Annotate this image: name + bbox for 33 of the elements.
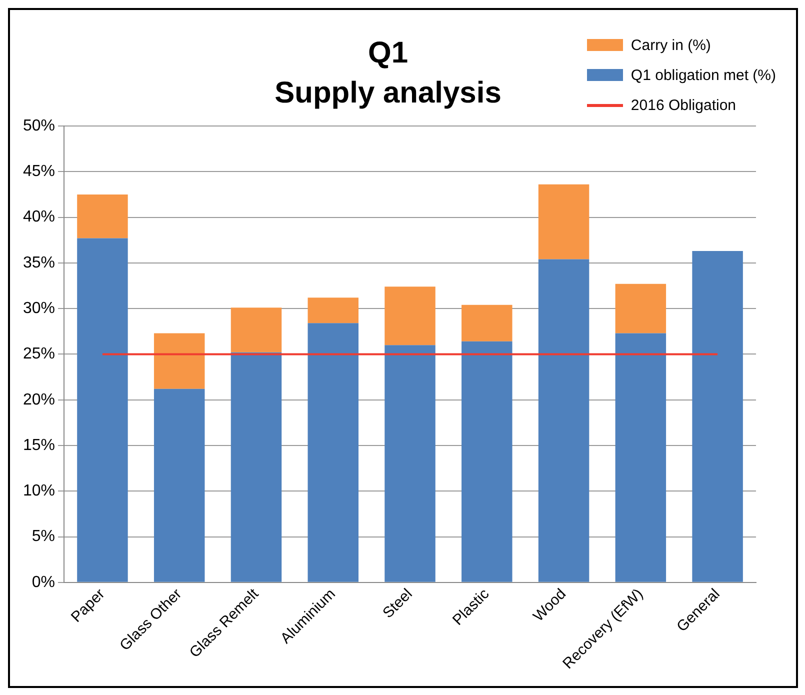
y-tick-label: 0%	[32, 574, 56, 591]
bar	[308, 298, 358, 324]
bar	[384, 286, 436, 346]
y-tick-label: 30%	[22, 300, 56, 317]
bar	[462, 304, 512, 342]
bar	[615, 284, 666, 334]
y-tick-label: 45%	[22, 163, 56, 180]
bar	[154, 388, 205, 582]
y-tick-label: 25%	[22, 346, 56, 363]
legend-label: Carry in (%)	[630, 36, 711, 54]
legend-label: Q1 obligation met (%)	[630, 66, 776, 84]
y-tick-label: 5%	[32, 528, 56, 546]
bar	[230, 308, 282, 352]
y-tick-label: 50%	[22, 117, 56, 134]
chart-title: Q1	[368, 36, 408, 70]
y-tick-label: 15%	[22, 436, 56, 454]
bar	[77, 194, 128, 238]
chart-subtitle: Supply analysis	[274, 76, 502, 110]
bar	[538, 259, 590, 582]
bar	[462, 341, 512, 582]
bar	[154, 333, 205, 389]
bar	[615, 333, 666, 582]
bar	[384, 345, 436, 582]
y-tick-label: 40%	[22, 208, 56, 226]
y-tick-label: 10%	[22, 482, 56, 500]
bar	[538, 184, 590, 260]
bar	[230, 352, 282, 582]
legend-label: 2016 Obligation	[630, 96, 736, 114]
y-tick-label: 35%	[22, 254, 56, 272]
y-tick-label: 20%	[22, 391, 56, 408]
bar	[77, 238, 128, 582]
bar	[308, 323, 358, 582]
bar	[692, 251, 743, 582]
